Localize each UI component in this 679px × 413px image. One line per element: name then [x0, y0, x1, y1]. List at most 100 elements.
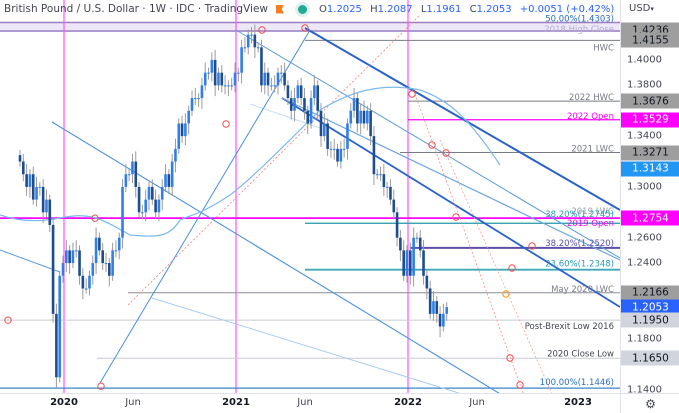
- candle-body[interactable]: [141, 212, 144, 214]
- candle-body[interactable]: [319, 110, 323, 137]
- candle-body[interactable]: [170, 161, 174, 187]
- parallel-trend-line[interactable]: [151, 297, 521, 413]
- candle-body[interactable]: [270, 85, 273, 87]
- candle-body[interactable]: [137, 186, 141, 213]
- candle-body[interactable]: [428, 288, 432, 314]
- candle-body[interactable]: [217, 72, 220, 86]
- price-chart[interactable]: 50.00%(1.4303) 2018 High Close HWC 2022 HWC…: [0, 0, 621, 413]
- candle-body[interactable]: [289, 98, 293, 111]
- candle-body[interactable]: [121, 186, 124, 238]
- moving-average-line[interactable]: [0, 86, 501, 237]
- candle-body[interactable]: [326, 123, 329, 149]
- candle-body[interactable]: [263, 72, 267, 86]
- candle-body[interactable]: [84, 288, 88, 290]
- candle-body[interactable]: [316, 85, 319, 111]
- candle-body[interactable]: [309, 98, 313, 124]
- candle-body[interactable]: [220, 72, 224, 86]
- candle-body[interactable]: [375, 174, 379, 176]
- candle-body[interactable]: [349, 110, 353, 124]
- candle-body[interactable]: [409, 250, 412, 276]
- candle-body[interactable]: [332, 148, 336, 150]
- candle-body[interactable]: [379, 174, 382, 176]
- faint-trend-line[interactable]: [249, 103, 321, 129]
- candle-body[interactable]: [296, 85, 300, 99]
- candle-body[interactable]: [223, 85, 227, 87]
- candle-body[interactable]: [280, 72, 283, 74]
- candle-body[interactable]: [203, 72, 207, 86]
- candle-body[interactable]: [418, 237, 422, 251]
- candle-body[interactable]: [306, 110, 310, 124]
- candle-body[interactable]: [151, 186, 154, 200]
- candle-body[interactable]: [22, 161, 25, 175]
- candle-body[interactable]: [313, 85, 316, 99]
- candle-body[interactable]: [402, 250, 405, 276]
- candle-body[interactable]: [35, 186, 38, 200]
- candle-body[interactable]: [71, 250, 75, 264]
- candle-body[interactable]: [41, 186, 45, 213]
- candle-body[interactable]: [329, 148, 333, 150]
- candle-body[interactable]: [260, 47, 263, 86]
- candle-body[interactable]: [177, 123, 181, 149]
- settings-button[interactable]: ⚙: [620, 393, 679, 413]
- candle-body[interactable]: [359, 110, 362, 124]
- candle-body[interactable]: [323, 123, 326, 137]
- candle-body[interactable]: [190, 98, 194, 111]
- candle-body[interactable]: [339, 148, 343, 162]
- candle-body[interactable]: [415, 237, 419, 239]
- candle-body[interactable]: [273, 85, 276, 87]
- candle-body[interactable]: [303, 98, 306, 111]
- candle-body[interactable]: [445, 307, 448, 314]
- candle-body[interactable]: [276, 72, 280, 86]
- candle-body[interactable]: [194, 98, 197, 100]
- candle-body[interactable]: [207, 72, 210, 74]
- candle-body[interactable]: [389, 186, 392, 200]
- candle-body[interactable]: [395, 212, 399, 238]
- channel-mid[interactable]: [281, 97, 621, 261]
- candle-body[interactable]: [432, 301, 435, 314]
- candle-body[interactable]: [385, 186, 389, 188]
- candle-body[interactable]: [342, 148, 346, 150]
- candle-body[interactable]: [246, 34, 250, 48]
- candle-body[interactable]: [422, 250, 425, 276]
- candle-body[interactable]: [154, 199, 157, 213]
- candle-body[interactable]: [362, 110, 366, 124]
- candle-body[interactable]: [392, 199, 396, 213]
- candle-body[interactable]: [134, 161, 138, 187]
- candle-body[interactable]: [114, 250, 118, 252]
- red-descending-line-2[interactable]: [439, 139, 561, 413]
- flag-icon[interactable]: [276, 4, 285, 14]
- candle-body[interactable]: [233, 72, 237, 86]
- candle-body[interactable]: [237, 72, 240, 74]
- candle-body[interactable]: [160, 186, 164, 200]
- candle-body[interactable]: [253, 34, 257, 48]
- candle-body[interactable]: [435, 301, 439, 314]
- left-trend-line[interactable]: [0, 249, 61, 273]
- candle-body[interactable]: [243, 47, 247, 49]
- candle-body[interactable]: [98, 237, 101, 251]
- candle-body[interactable]: [157, 199, 161, 213]
- descending-trend-line[interactable]: [51, 121, 531, 413]
- candle-body[interactable]: [164, 174, 167, 187]
- candle-body[interactable]: [101, 250, 104, 264]
- resistance-zone[interactable]: [0, 22, 620, 33]
- candle-body[interactable]: [425, 275, 429, 289]
- candle-body[interactable]: [346, 123, 349, 149]
- candle-body[interactable]: [197, 98, 200, 100]
- candle-body[interactable]: [127, 174, 131, 176]
- candle-body[interactable]: [51, 224, 55, 314]
- candle-body[interactable]: [111, 250, 114, 276]
- candle-body[interactable]: [131, 161, 134, 175]
- candle-body[interactable]: [78, 250, 81, 276]
- candle-body[interactable]: [336, 148, 339, 162]
- candle-body[interactable]: [200, 85, 204, 99]
- candle-body[interactable]: [399, 237, 402, 251]
- candle-body[interactable]: [256, 47, 260, 49]
- candle-body[interactable]: [25, 174, 28, 187]
- candle-body[interactable]: [174, 148, 177, 162]
- candle-body[interactable]: [412, 237, 415, 276]
- candle-body[interactable]: [180, 123, 184, 137]
- candle-body[interactable]: [68, 250, 71, 264]
- ascending-pitchfork-line[interactable]: [127, 14, 421, 306]
- channel-lower[interactable]: [281, 97, 621, 308]
- candle-body[interactable]: [230, 85, 233, 87]
